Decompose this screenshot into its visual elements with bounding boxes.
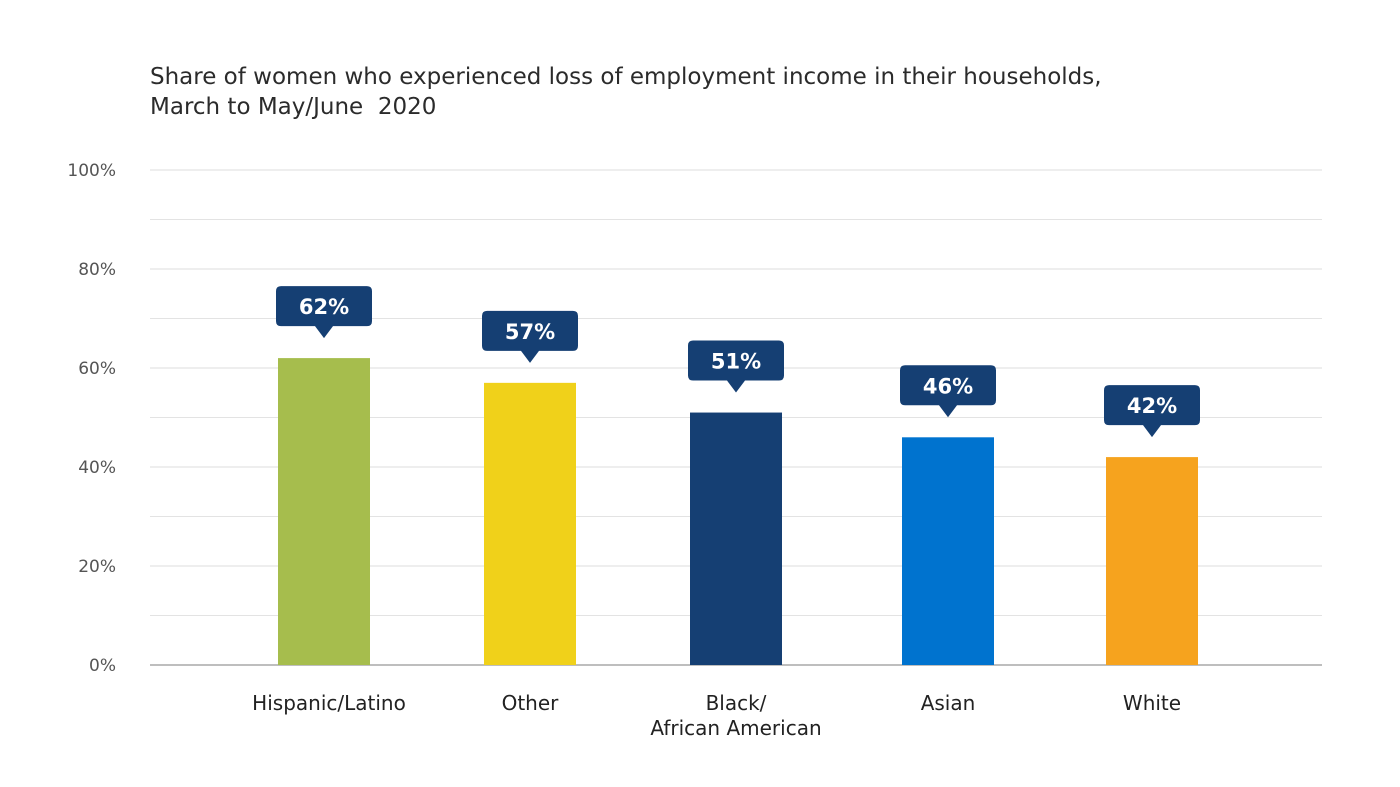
bar	[902, 437, 994, 665]
x-category-label: Black/	[706, 691, 767, 715]
x-category-label: Other	[502, 691, 560, 715]
y-tick-label: 40%	[78, 458, 116, 478]
chart-title-line-1: Share of women who experienced loss of e…	[150, 64, 1102, 90]
y-tick-label: 100%	[67, 161, 116, 181]
bar	[690, 412, 782, 665]
data-label-callout	[482, 310, 578, 363]
y-tick-label: 80%	[78, 260, 116, 280]
data-label-callout	[688, 340, 784, 393]
y-axis-ticks: 0% 20% 40% 60% 80% 100%	[67, 161, 116, 676]
bar	[278, 358, 370, 665]
data-labels: 62% 57% 51% 46% 42%	[276, 286, 1200, 438]
y-tick-label: 60%	[78, 359, 116, 379]
data-label: 46%	[923, 374, 973, 398]
data-label: 62%	[299, 295, 349, 319]
data-label: 57%	[505, 320, 555, 344]
bars	[278, 358, 1198, 665]
data-label: 51%	[711, 350, 761, 374]
bar	[484, 382, 576, 665]
data-label-callout	[900, 365, 996, 418]
x-category-label: Asian	[921, 691, 976, 715]
data-label-callout	[276, 286, 372, 339]
y-tick-label: 20%	[78, 557, 116, 577]
data-label: 42%	[1127, 394, 1177, 418]
x-category-label: White	[1123, 691, 1181, 715]
x-category-label: Hispanic/Latino	[252, 691, 406, 715]
x-axis-categories: Hispanic/Latino Other Black/African Americ…	[252, 691, 1181, 740]
x-category-label: African American	[650, 716, 821, 740]
bar	[1106, 457, 1198, 665]
y-tick-label: 0%	[89, 656, 116, 676]
data-label-callout	[1104, 385, 1200, 438]
chart-title-line-2: March to May/June 2020	[150, 94, 437, 120]
